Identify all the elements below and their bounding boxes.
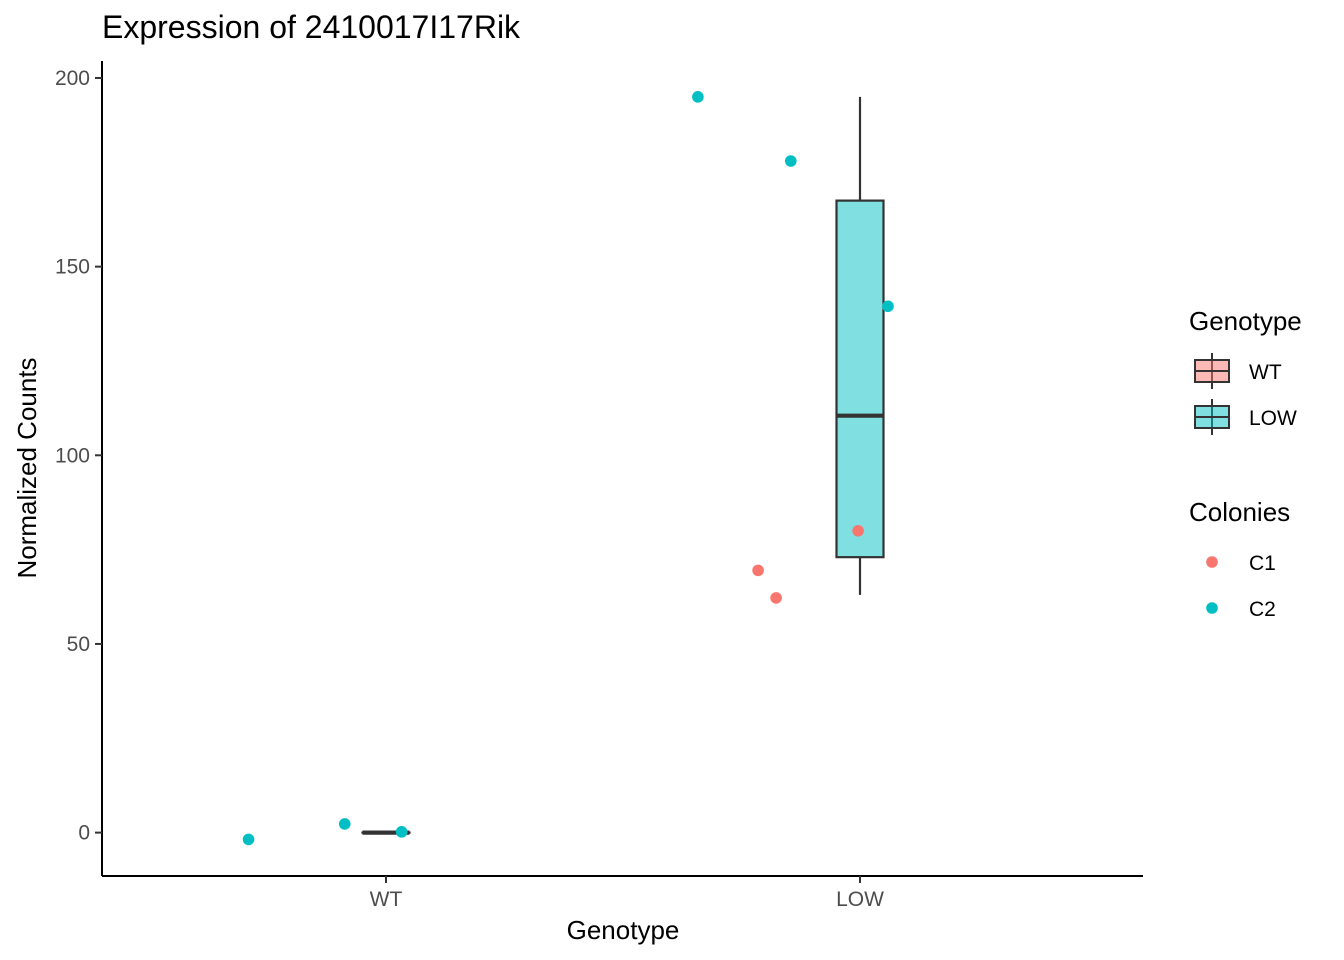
boxplots [361,96,885,835]
box-iqr [835,199,885,559]
legend-title: Genotype [1189,306,1302,336]
x-tick-label: LOW [836,888,884,911]
x-axis-title: Genotype [567,915,680,945]
legend-label: WT [1249,361,1282,384]
data-point-c1 [752,564,764,577]
data-points [242,91,894,846]
data-point-c1 [852,524,864,537]
y-axis-title: Normalized Counts [12,357,42,578]
y-tick-label: 200 [55,67,90,90]
legend-label: LOW [1249,407,1297,430]
legend-colonies: Colonies C1 C2 [1189,497,1290,621]
y-tick-label: 100 [55,444,90,467]
data-point-c2 [338,818,351,830]
x-tick-label: WT [370,888,403,911]
y-tick-label: 150 [55,256,90,279]
data-point-c2 [242,833,255,846]
data-point-c2 [395,826,408,838]
legend-key-point [1206,556,1218,568]
legend-key-point [1206,602,1218,614]
legend-genotype: Genotype WT LOW [1189,306,1302,435]
y-tick-label: 0 [78,822,90,845]
legend-item: C2 [1206,598,1276,621]
data-point-c1 [770,592,782,604]
legend-item: LOW [1194,399,1297,435]
y-axis: 0 50 100 150 200 [55,61,103,876]
y-tick-label: 50 [67,633,90,656]
data-point-c2 [784,155,797,167]
data-point-c2 [692,91,704,103]
legend-title: Colonies [1189,497,1290,527]
chart-title: Expression of 2410017I17Rik [102,9,521,45]
legend-item: C1 [1206,552,1276,575]
legend-label: C2 [1249,598,1276,621]
box-low [835,96,885,595]
data-point-c2 [882,300,894,313]
legend-item: WT [1194,353,1282,389]
legends: Genotype WT LOW Colonies C1 C2 [1189,306,1302,621]
legend-label: C1 [1249,552,1276,575]
x-axis: WT LOW [102,875,1143,911]
